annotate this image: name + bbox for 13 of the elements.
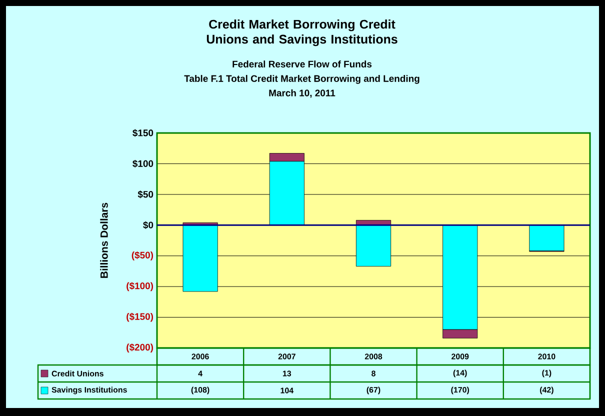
y-tick-label: $150	[132, 129, 154, 137]
y-tick-label: ($200)	[126, 344, 154, 352]
chart-subtitle: Federal Reserve Flow of Funds	[232, 60, 372, 68]
chart-title: Credit Market Borrowing Credit Unions and Savings Institutions	[206, 20, 398, 46]
y-tick-label: $50	[138, 190, 154, 198]
y-tick-label: ($100)	[126, 282, 154, 292]
y-tick-label: $0	[143, 221, 154, 230]
y-tick-label: $100	[132, 160, 154, 168]
y-tick-label: ($50)	[132, 251, 154, 260]
y-axis-title: Billions Dollars	[100, 202, 108, 278]
text: Table F.1 Total Credit Market Borrowing and Lending	[184, 74, 420, 84]
y-tick-label: ($150)	[126, 312, 154, 322]
text: March 10, 2011	[269, 89, 336, 98]
